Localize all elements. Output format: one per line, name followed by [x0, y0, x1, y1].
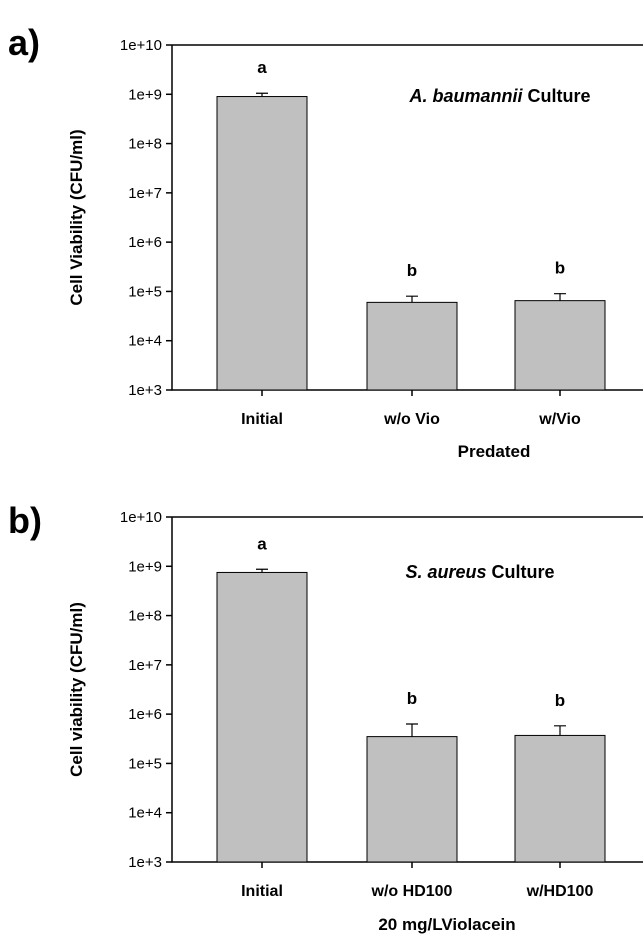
bar [514, 300, 606, 391]
y-tick-label: 1e+4 [128, 805, 162, 822]
bar [366, 301, 458, 391]
bar [366, 736, 458, 863]
chart-title-species: S. aureus [405, 562, 486, 582]
y-tick-label: 1e+7 [128, 657, 162, 674]
x-axis-label: Predated [458, 442, 531, 461]
chart-title-suffix: Culture [487, 562, 555, 582]
y-tick-label: 1e+6 [128, 706, 162, 723]
x-axis-label: 20 mg/LViolacein [378, 915, 515, 934]
y-tick-label: 1e+3 [128, 382, 162, 399]
y-tick-label: 1e+9 [128, 86, 162, 103]
y-axis-label: Cell viability (CFU/ml) [67, 602, 86, 777]
error-bar [256, 92, 268, 97]
error-bar [554, 293, 566, 301]
significance-label: b [555, 691, 565, 710]
error-bar [554, 725, 566, 736]
chart-panel-b: b) 1e+3 1e+4 1e+5 1e+6 1e+7 1e+8 1e+9 1e+10 Cell … [8, 500, 643, 934]
y-axis-label: Cell Viability (CFU/ml) [67, 129, 86, 305]
chart-title-suffix: Culture [523, 86, 591, 106]
y-tick-label: 1e+4 [128, 333, 162, 350]
y-tick-label: 1e+5 [128, 283, 162, 300]
significance-label: b [407, 261, 417, 280]
y-tick-label: 1e+8 [128, 608, 162, 625]
chart-panel-a: a) 1e+3 1e+4 1e+5 1e+6 1e+7 1e+8 1e+9 1e+10 Cell … [8, 22, 643, 461]
y-tick-label: 1e+6 [128, 234, 162, 251]
x-tick-label: w/HD100 [526, 883, 594, 900]
y-tick-label: 1e+8 [128, 136, 162, 153]
x-tick-label: w/o HD100 [371, 883, 453, 900]
y-tick-label: 1e+9 [128, 558, 162, 575]
error-bar [256, 568, 268, 573]
y-tick-label: 1e+10 [120, 37, 162, 54]
chart-title: S. aureus Culture [405, 562, 554, 582]
x-tick-label: w/o Vio [383, 411, 440, 428]
significance-label: b [555, 259, 565, 278]
bar [216, 571, 308, 863]
significance-label: a [257, 58, 267, 77]
y-tick-label: 1e+10 [120, 509, 162, 526]
significance-label: b [407, 689, 417, 708]
bar [216, 96, 308, 391]
error-bar [406, 295, 418, 303]
bar [514, 734, 606, 863]
x-tick-label: Initial [241, 883, 283, 900]
panel-letter: a) [8, 22, 40, 63]
y-tick-label: 1e+5 [128, 755, 162, 772]
chart-title-species: A. baumannii [408, 86, 523, 106]
significance-label: a [257, 534, 267, 553]
error-bar [406, 723, 418, 737]
y-tick-label: 1e+7 [128, 185, 162, 202]
chart-title: A. baumannii Culture [408, 86, 590, 106]
panel-letter: b) [8, 500, 42, 541]
y-tick-label: 1e+3 [128, 854, 162, 871]
x-tick-label: Initial [241, 411, 283, 428]
x-tick-label: w/Vio [538, 411, 581, 428]
